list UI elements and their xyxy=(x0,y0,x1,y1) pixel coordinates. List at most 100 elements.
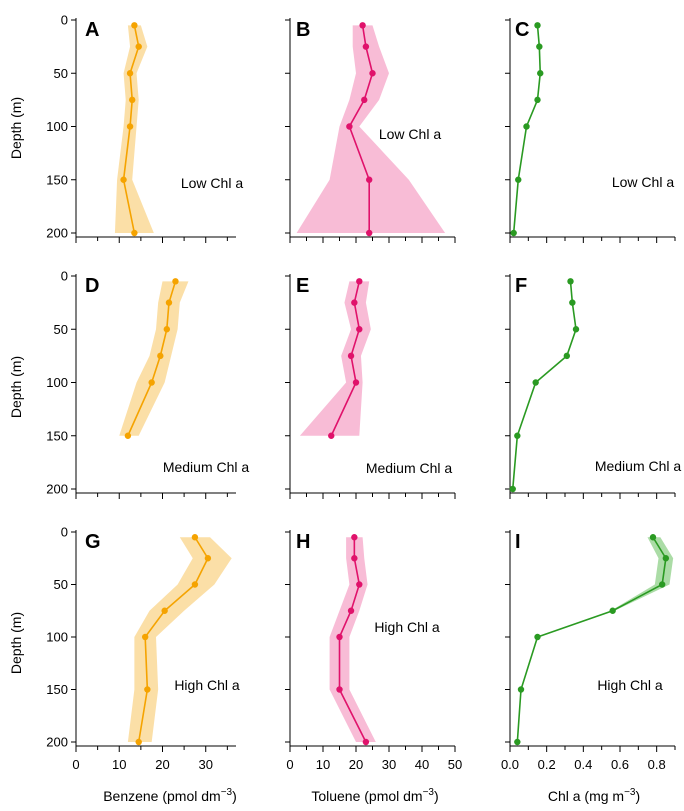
data-point xyxy=(662,555,670,562)
y-tick-label: 50 xyxy=(54,322,68,337)
data-point xyxy=(366,176,373,183)
y-tick-label: 50 xyxy=(54,66,68,81)
data-point xyxy=(369,70,376,77)
data-point xyxy=(351,299,358,306)
y-tick-label: 150 xyxy=(46,682,68,697)
panel-letter: F xyxy=(515,275,527,297)
data-point xyxy=(366,229,373,237)
panel-G: 0 50 100 150 200 0 10 20 30 G High Chl a xyxy=(46,525,240,773)
y-tick-label: 0 xyxy=(61,13,68,28)
x-tick-label: 20 xyxy=(349,757,363,772)
data-point xyxy=(204,555,212,562)
x-tick-label: 10 xyxy=(112,757,126,772)
chl-level-annotation: High Chl a xyxy=(374,619,440,635)
uncertainty-band xyxy=(119,281,189,436)
data-point xyxy=(191,534,199,541)
panel-letter: A xyxy=(85,19,99,41)
data-point xyxy=(356,278,363,285)
y-tick-label: 150 xyxy=(46,172,68,187)
data-point xyxy=(534,96,541,104)
data-point xyxy=(157,352,164,360)
uncertainty-band xyxy=(329,537,376,742)
uncertainty-band xyxy=(517,537,674,742)
panel-B: B Low Chl a xyxy=(285,18,456,243)
panel-D: 0 50 100 150 200 D Medium Chl a xyxy=(46,269,250,499)
y-tick-label: 0 xyxy=(61,525,68,540)
x-tick-label: 50 xyxy=(448,757,462,772)
data-point xyxy=(514,738,521,746)
data-point xyxy=(135,43,142,50)
x-tick-label: 20 xyxy=(155,757,169,772)
y-tick-label: 100 xyxy=(46,375,68,390)
y-tick-label: 200 xyxy=(46,226,68,241)
x-tick-label: 30 xyxy=(382,757,396,772)
data-point xyxy=(131,229,138,237)
chl-level-annotation: Medium Chl a xyxy=(163,459,250,475)
data-point xyxy=(131,22,138,29)
chl-level-annotation: Medium Chl a xyxy=(595,458,682,474)
data-point xyxy=(352,379,360,386)
panel-E: E Medium Chl a xyxy=(285,274,456,499)
panel-I: 0.0 0.2 0.4 0.6 0.8 I High Chl a xyxy=(501,530,676,772)
y-axis-label-row-1: Depth (m) xyxy=(8,97,24,159)
uncertainty-band xyxy=(296,25,446,234)
y-tick-label: 200 xyxy=(46,482,68,497)
series-line xyxy=(330,281,361,437)
data-point xyxy=(356,326,363,333)
panel-letter: C xyxy=(515,19,529,41)
data-point xyxy=(510,229,517,237)
y-axis-label-row-3: Depth (m) xyxy=(8,612,24,674)
data-point xyxy=(129,96,136,104)
panel-letter: D xyxy=(85,275,99,297)
x-tick-label: 0.6 xyxy=(611,757,629,772)
data-point xyxy=(514,432,521,439)
data-point xyxy=(135,738,142,746)
series-line xyxy=(511,281,577,490)
x-tick-label: 0.2 xyxy=(538,757,556,772)
x-tick-label: 40 xyxy=(415,757,429,772)
x-tick-label: 0 xyxy=(72,757,79,772)
series-line xyxy=(516,536,667,743)
data-point xyxy=(356,581,363,588)
data-point xyxy=(658,581,666,588)
data-point xyxy=(351,555,358,562)
uncertainty-band xyxy=(127,537,232,742)
data-point xyxy=(569,299,576,306)
panel-letter: E xyxy=(296,275,309,297)
data-point xyxy=(141,633,149,641)
chl-level-annotation: Low Chl a xyxy=(612,174,674,190)
data-point xyxy=(347,607,355,614)
data-point xyxy=(523,123,530,130)
data-point xyxy=(165,299,173,306)
data-point xyxy=(336,686,343,693)
data-point xyxy=(362,43,370,50)
x-axis-label-chl: Chl a (mg m−3) xyxy=(548,787,640,804)
y-tick-label: 150 xyxy=(46,428,68,443)
data-point xyxy=(532,379,539,386)
data-point xyxy=(534,633,541,641)
data-point xyxy=(517,686,525,693)
data-point xyxy=(161,607,168,614)
data-point xyxy=(361,96,368,104)
x-tick-label: 0.0 xyxy=(501,757,519,772)
chl-level-annotation: Medium Chl a xyxy=(366,460,453,476)
panel-F: F Medium Chl a xyxy=(505,274,681,499)
panel-H: 0 10 20 30 40 50 H High Chl a xyxy=(285,530,462,772)
data-point xyxy=(572,326,580,333)
series-line xyxy=(127,281,177,437)
data-point xyxy=(148,379,155,386)
panel-letter: H xyxy=(296,531,310,553)
data-point xyxy=(126,70,134,77)
chl-level-annotation: High Chl a xyxy=(597,677,663,693)
data-point xyxy=(534,22,541,29)
data-point xyxy=(536,43,543,50)
x-axis-label-benzene: Benzene (pmol dm−3) xyxy=(103,787,237,804)
panel-C: C Low Chl a xyxy=(505,18,676,243)
data-point xyxy=(351,534,358,541)
data-point xyxy=(515,176,522,183)
data-point xyxy=(346,123,353,130)
data-point xyxy=(563,352,571,360)
data-point xyxy=(124,432,132,439)
chl-level-annotation: Low Chl a xyxy=(181,175,243,191)
